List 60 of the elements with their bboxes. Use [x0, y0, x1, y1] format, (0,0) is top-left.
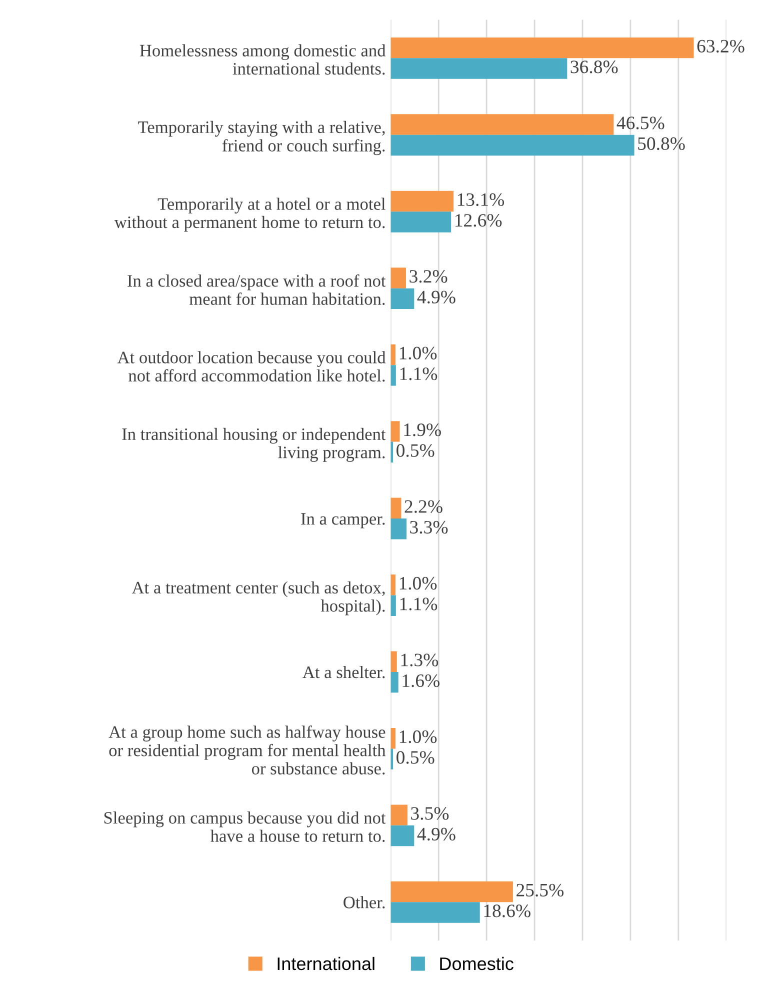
- bar: [390, 134, 634, 156]
- data-label: 25.5%: [516, 884, 564, 897]
- data-label: 0.5%: [396, 444, 434, 457]
- y-tick-label: At outdoor location because you could not afford accommodation like hotel.: [117, 351, 386, 382]
- data-label: 4.9%: [417, 290, 456, 304]
- bar: [390, 114, 614, 135]
- bar: [390, 804, 408, 826]
- bar: [390, 902, 480, 923]
- y-tick-label: At a group home such as halfway house or residential program for mental health or substance abuse.: [108, 725, 386, 775]
- bar: [390, 574, 396, 596]
- bar: [390, 268, 406, 288]
- bar: [390, 498, 402, 519]
- y-tick-label: At a treatment center (such as detox, hospital).: [132, 581, 385, 616]
- bar: [390, 595, 396, 616]
- data-label: 13.1%: [458, 193, 504, 206]
- data-label: 3.5%: [411, 807, 449, 820]
- data-label: 63.2%: [697, 40, 744, 53]
- y-tick-label: In a closed area/space with a roof not meant for human habitation.: [128, 274, 386, 305]
- y-tick-label: In transitional housing or independent living program.: [122, 428, 386, 462]
- bar: [390, 881, 513, 902]
- bar: [390, 728, 396, 749]
- data-label: 3.3%: [410, 520, 448, 534]
- bar: [390, 344, 396, 366]
- data-label: 1.6%: [402, 674, 440, 688]
- legend-label: International: [278, 956, 374, 970]
- data-label: 1.0%: [400, 576, 437, 590]
- legend-label: Domestic: [440, 956, 514, 970]
- data-label: 0.5%: [396, 751, 434, 764]
- data-label: 1.1%: [400, 367, 438, 380]
- bar: [390, 421, 400, 442]
- data-label: 50.8%: [638, 137, 685, 150]
- bar: [390, 58, 568, 79]
- data-label: 36.8%: [570, 60, 618, 74]
- data-label: 1.1%: [400, 598, 438, 610]
- data-label: 1.3%: [401, 654, 438, 666]
- data-label: 4.9%: [417, 828, 456, 841]
- data-label: 1.0%: [400, 730, 437, 744]
- bar: [390, 365, 396, 386]
- bar: [390, 37, 694, 58]
- y-tick-label: In a camper.: [301, 513, 385, 528]
- y-tick-label: Homelessness among domestic and international students.: [140, 44, 386, 75]
- bar: [390, 190, 454, 212]
- data-label: 12.6%: [456, 214, 502, 227]
- y-tick-label: At a shelter.: [302, 666, 385, 678]
- bar: [390, 651, 397, 672]
- bar: [390, 212, 452, 232]
- bar: [390, 518, 406, 540]
- data-label: 1.0%: [400, 346, 437, 360]
- data-label: 2.2%: [404, 500, 442, 513]
- data-label: 18.6%: [484, 904, 530, 918]
- y-tick-label: Other.: [344, 896, 385, 908]
- y-tick-label: Temporarily staying with a relative, friend or couch surfing.: [138, 120, 385, 156]
- y-tick-label: Temporarily at a hotel or a motel without a permanent home to return to.: [114, 198, 386, 232]
- bar: [390, 672, 398, 693]
- data-label: 3.2%: [410, 270, 448, 283]
- bar: [390, 825, 414, 846]
- bar: [390, 288, 414, 310]
- y-tick-label: Sleeping on campus because you did not have a house to return to.: [104, 811, 386, 842]
- data-label: 1.9%: [404, 423, 441, 436]
- data-label: 46.5%: [616, 116, 664, 130]
